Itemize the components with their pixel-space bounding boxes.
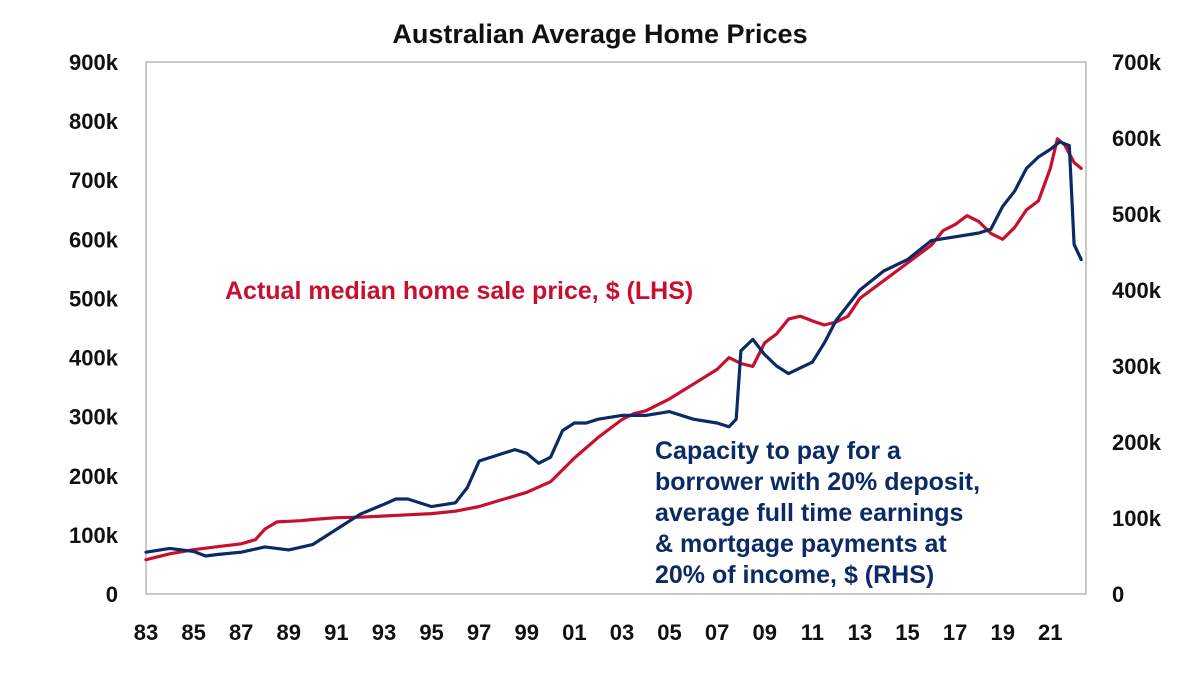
x-tick-label: 07 <box>705 620 729 645</box>
y-right-tick-label: 200k <box>1112 430 1162 455</box>
x-tick-label: 15 <box>895 620 919 645</box>
x-tick-label: 89 <box>277 620 301 645</box>
x-tick-label: 85 <box>181 620 205 645</box>
y-left-tick-label: 200k <box>69 464 119 489</box>
x-tick-label: 21 <box>1038 620 1062 645</box>
x-tick-label: 91 <box>324 620 348 645</box>
y-left-tick-label: 700k <box>69 168 119 193</box>
rhs-annotation-line-4: & mortgage payments at <box>655 530 947 558</box>
y-right-tick-label: 400k <box>1112 278 1162 303</box>
x-tick-label: 01 <box>562 620 586 645</box>
x-tick-label: 03 <box>610 620 634 645</box>
x-tick-label: 17 <box>943 620 967 645</box>
rhs-annotation-line-5: 20% of income, $ (RHS) <box>655 561 934 589</box>
x-tick-label: 87 <box>229 620 253 645</box>
y-right-tick-label: 0 <box>1112 582 1124 607</box>
y-axis-left-ticks: 0 100k 200k 300k 400k 500k 600k 700k 800k 900k <box>69 50 119 607</box>
chart-title: Australian Average Home Prices <box>392 19 807 49</box>
x-tick-label: 05 <box>657 620 681 645</box>
x-tick-label: 93 <box>372 620 396 645</box>
rhs-annotation-line-3: average full time earnings <box>655 499 963 527</box>
rhs-annotation-line-1: Capacity to pay for a <box>655 437 902 465</box>
x-tick-label: 97 <box>467 620 491 645</box>
capacity-to-pay-series-line <box>144 140 1083 558</box>
y-left-tick-label: 500k <box>69 286 119 311</box>
x-tick-label: 09 <box>752 620 776 645</box>
y-left-tick-label: 100k <box>69 523 119 548</box>
x-tick-label: 13 <box>848 620 872 645</box>
y-right-tick-label: 500k <box>1112 202 1162 227</box>
series-layer <box>144 137 1083 562</box>
y-left-tick-label: 900k <box>69 50 119 75</box>
y-left-tick-label: 400k <box>69 346 119 371</box>
x-axis-ticks: 83 85 87 89 91 93 95 97 99 01 03 05 07 09 11 13 15 17 19 21 <box>134 620 1063 645</box>
x-tick-label: 95 <box>419 620 443 645</box>
median-price-series-line <box>144 137 1083 562</box>
y-left-tick-label: 600k <box>69 227 119 252</box>
lhs-series-annotation: Actual median home sale price, $ (LHS) <box>225 277 693 305</box>
y-left-tick-label: 300k <box>69 405 119 430</box>
y-right-tick-label: 300k <box>1112 354 1162 379</box>
x-tick-label: 11 <box>801 620 824 645</box>
x-tick-label: 83 <box>134 620 158 645</box>
y-axis-right-ticks: 0 100k 200k 300k 400k 500k 600k 700k <box>1112 50 1162 607</box>
y-left-tick-label: 0 <box>106 582 118 607</box>
rhs-annotation-line-2: borrower with 20% deposit, <box>655 468 980 496</box>
y-right-tick-label: 100k <box>1112 506 1162 531</box>
y-left-tick-label: 800k <box>69 109 119 134</box>
x-tick-label: 19 <box>990 620 1014 645</box>
plot-area-frame <box>145 61 1087 595</box>
y-right-tick-label: 600k <box>1112 126 1162 151</box>
y-right-tick-label: 700k <box>1112 50 1162 75</box>
x-tick-label: 99 <box>515 620 539 645</box>
